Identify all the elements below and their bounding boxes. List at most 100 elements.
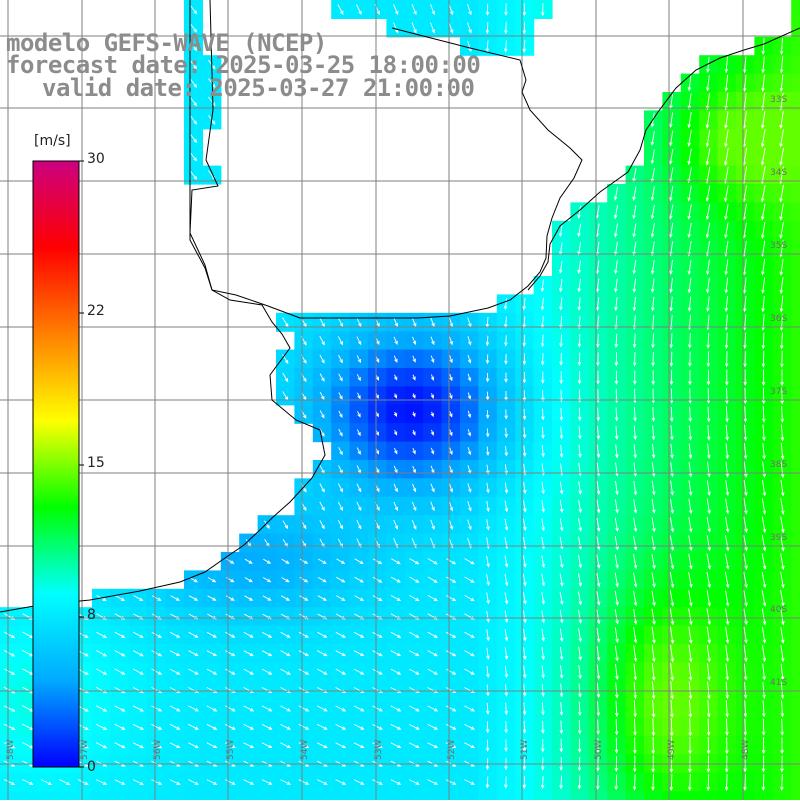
wind-cell: [718, 791, 737, 800]
wind-cell: [589, 791, 608, 800]
wind-cell: [773, 791, 792, 800]
wind-cell: [791, 478, 800, 497]
wind-cell: [423, 791, 442, 800]
wind-cell: [368, 791, 387, 800]
wind-cell: [405, 791, 424, 800]
colorbar-tick-0: 0: [87, 759, 96, 775]
lat-label: 36S: [770, 314, 787, 324]
wind-cell: [791, 55, 800, 74]
wind-cell: [791, 386, 800, 405]
lon-label: 54W: [300, 740, 310, 760]
colorbar-tick-22: 22: [87, 303, 105, 319]
wind-cell: [791, 166, 800, 185]
wind-cell: [184, 791, 203, 800]
wind-cell: [791, 515, 800, 534]
wind-cell: [18, 791, 37, 800]
wind-cell: [791, 258, 800, 277]
wind-cell: [0, 791, 19, 800]
colorbar-unit: [m/s]: [34, 133, 71, 149]
colorbar-tick-30: 30: [87, 151, 105, 167]
wind-cell: [791, 331, 800, 350]
lat-label: 35S: [770, 241, 787, 251]
lon-label: 48W: [741, 740, 751, 760]
wind-cell: [791, 239, 800, 258]
wind-cell: [791, 74, 800, 93]
wind-cell: [644, 791, 663, 800]
wind-cell: [442, 791, 461, 800]
wind-cell: [478, 791, 497, 800]
lon-label: 50W: [594, 740, 604, 760]
wind-cell: [791, 699, 800, 718]
wind-cell: [791, 18, 800, 37]
wind-cell: [92, 791, 111, 800]
wind-cell: [791, 0, 800, 19]
wind-cell: [736, 791, 755, 800]
wind-cell: [791, 313, 800, 332]
wind-cell: [791, 607, 800, 626]
wind-cell: [791, 718, 800, 737]
colorbar-tick-8: 8: [87, 607, 96, 623]
wind-cell: [221, 791, 240, 800]
wind-cell: [681, 791, 700, 800]
lon-label: 57W: [80, 740, 90, 760]
wind-cell: [331, 791, 350, 800]
wind-cell: [791, 497, 800, 516]
wind-cell: [791, 626, 800, 645]
wind-cell: [791, 736, 800, 755]
wind-cell: [791, 644, 800, 663]
wind-cell: [791, 460, 800, 479]
lat-label: 41S: [770, 678, 787, 688]
wind-cell: [662, 791, 681, 800]
lon-label: 51W: [520, 740, 530, 760]
wind-cell: [791, 442, 800, 461]
wind-cell: [791, 110, 800, 129]
wind-cell: [350, 791, 369, 800]
wind-cell: [276, 791, 295, 800]
wind-cell: [754, 791, 773, 800]
wind-cell: [791, 589, 800, 608]
wind-cell: [570, 791, 589, 800]
lon-label: 53W: [374, 740, 384, 760]
colorbar-bar: [33, 161, 79, 767]
lon-label: 56W: [153, 740, 163, 760]
wind-cell: [791, 681, 800, 700]
wind-cell: [497, 791, 516, 800]
wind-cell: [626, 791, 645, 800]
lat-label: 38S: [770, 460, 787, 470]
wind-cell: [791, 662, 800, 681]
wind-cell: [791, 221, 800, 240]
wind-cell: [791, 202, 800, 221]
wind-cell: [791, 368, 800, 387]
wind-cell: [534, 791, 553, 800]
wind-cell: [55, 791, 74, 800]
wind-cell: [791, 773, 800, 792]
wind-cell: [791, 129, 800, 148]
wind-cell: [147, 791, 166, 800]
lat-label: 39S: [770, 533, 787, 543]
wind-cell: [607, 791, 626, 800]
wind-cell: [74, 791, 93, 800]
wind-cell: [791, 423, 800, 442]
wind-cell: [515, 791, 534, 800]
wind-cell: [239, 791, 258, 800]
lat-label: 34S: [770, 168, 787, 178]
wind-cell: [699, 791, 718, 800]
wind-cell: [791, 552, 800, 571]
wind-cell: [552, 791, 571, 800]
wind-cell: [460, 791, 479, 800]
colorbar-tick-15: 15: [87, 455, 105, 471]
wind-cell: [791, 570, 800, 589]
wind-cell: [791, 405, 800, 424]
lat-label: 37S: [770, 387, 787, 397]
wind-cell: [258, 791, 277, 800]
wind-cell: [386, 791, 405, 800]
wind-cell: [791, 276, 800, 295]
lon-label: 49W: [667, 740, 677, 760]
wind-cell: [791, 534, 800, 553]
wind-cell: [791, 791, 800, 800]
wind-cell: [202, 791, 221, 800]
valid-date: valid date: 2025-03-27 21:00:00: [42, 76, 474, 100]
wind-cell: [791, 184, 800, 203]
